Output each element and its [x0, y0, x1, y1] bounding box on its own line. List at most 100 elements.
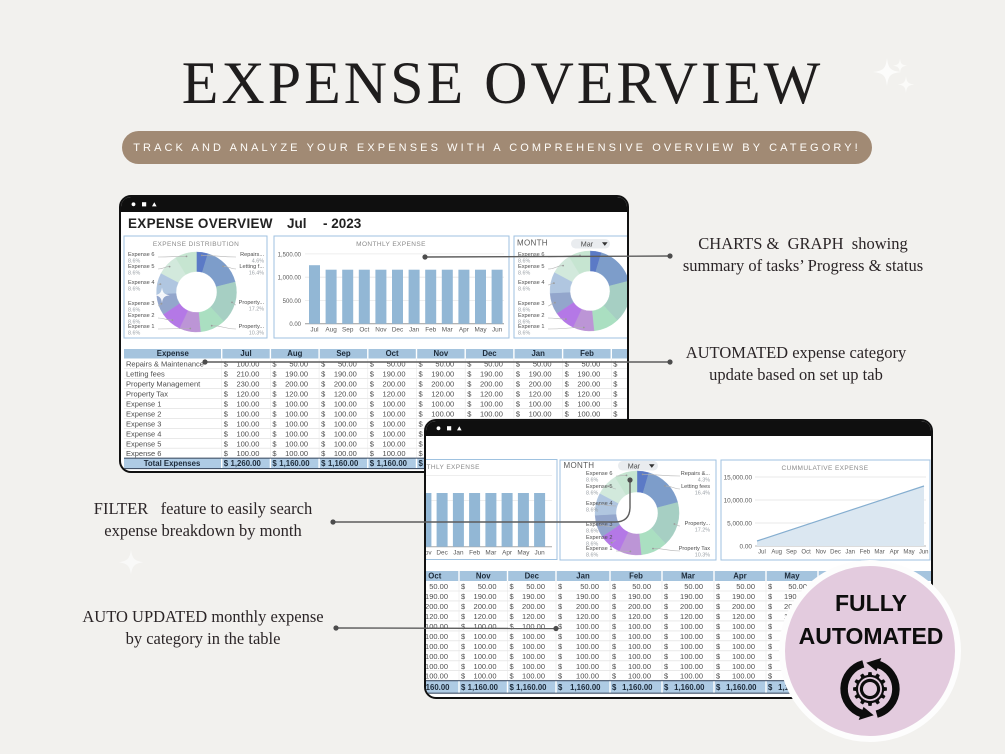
svg-text:200.00: 200.00: [628, 601, 651, 610]
svg-text:$: $: [664, 611, 669, 620]
svg-text:100.00: 100.00: [680, 641, 703, 650]
svg-text:$: $: [564, 389, 569, 398]
svg-text:Nov: Nov: [375, 326, 387, 333]
svg-text:50.00: 50.00: [477, 582, 496, 591]
svg-text:120.00: 120.00: [577, 389, 600, 398]
svg-text:Jan: Jan: [576, 571, 590, 580]
svg-text:$: $: [558, 582, 563, 591]
svg-text:$: $: [467, 409, 472, 418]
svg-text:$: $: [418, 389, 423, 398]
svg-text:$: $: [716, 592, 721, 601]
svg-text:100.00: 100.00: [522, 671, 545, 680]
svg-text:$: $: [716, 631, 721, 640]
svg-text:190.00: 190.00: [285, 369, 308, 378]
svg-text:$: $: [515, 379, 520, 388]
svg-text:8.6%: 8.6%: [586, 490, 598, 496]
svg-text:$: $: [369, 359, 374, 368]
svg-text:8.6%: 8.6%: [586, 507, 598, 513]
svg-text:Mar: Mar: [580, 239, 593, 248]
svg-text:100.00: 100.00: [628, 661, 651, 670]
svg-text:$: $: [223, 369, 228, 378]
svg-text:100.00: 100.00: [431, 399, 454, 408]
svg-text:$: $: [664, 582, 669, 591]
svg-text:$: $: [418, 429, 423, 438]
svg-text:$: $: [613, 359, 618, 368]
svg-text:1,160.00: 1,160.00: [674, 683, 705, 692]
svg-text:Feb: Feb: [425, 326, 436, 333]
svg-text:200.00: 200.00: [680, 601, 703, 610]
svg-text:100.00: 100.00: [680, 671, 703, 680]
svg-text:100.00: 100.00: [522, 661, 545, 670]
svg-text:Expense 2: Expense 2: [586, 535, 612, 541]
svg-text:$: $: [509, 683, 514, 692]
svg-text:190.00: 190.00: [732, 592, 755, 601]
svg-text:Aug: Aug: [771, 549, 782, 555]
svg-text:Dec: Dec: [391, 326, 403, 333]
svg-text:100.00: 100.00: [425, 661, 448, 670]
svg-text:0.00: 0.00: [289, 322, 301, 328]
svg-text:100.00: 100.00: [576, 671, 599, 680]
svg-text:120.00: 120.00: [285, 389, 308, 398]
svg-text:$: $: [558, 601, 563, 610]
svg-text:Expense 3: Expense 3: [128, 301, 154, 307]
svg-text:50.00: 50.00: [581, 359, 600, 368]
svg-text:$: $: [612, 631, 617, 640]
svg-text:Jan: Jan: [845, 549, 855, 555]
svg-text:Expense 5: Expense 5: [128, 264, 154, 270]
svg-text:$: $: [664, 683, 669, 692]
svg-text:5,000.00: 5,000.00: [727, 520, 752, 527]
svg-text:$: $: [509, 582, 514, 591]
svg-text:$: $: [369, 369, 374, 378]
svg-text:$: $: [509, 651, 514, 660]
svg-text:$: $: [768, 592, 773, 601]
svg-text:May: May: [517, 549, 530, 556]
svg-text:100.00: 100.00: [382, 439, 405, 448]
svg-text:Expense 1: Expense 1: [126, 399, 161, 408]
svg-text:$: $: [509, 671, 514, 680]
svg-text:100.00: 100.00: [528, 399, 551, 408]
svg-text:$: $: [223, 379, 228, 388]
svg-text:Expense 5: Expense 5: [518, 264, 544, 270]
svg-text:100.00: 100.00: [473, 661, 496, 670]
svg-text:Feb: Feb: [469, 549, 480, 556]
svg-text:100.00: 100.00: [285, 409, 308, 418]
svg-text:Repairs &...: Repairs &...: [680, 471, 710, 477]
svg-text:1,160.00: 1,160.00: [726, 683, 757, 692]
svg-text:100.00: 100.00: [425, 631, 448, 640]
svg-text:1,000.00: 1,000.00: [277, 275, 301, 281]
svg-text:Mar: Mar: [485, 549, 497, 556]
svg-text:120.00: 120.00: [425, 611, 448, 620]
svg-text:Aug: Aug: [325, 326, 337, 333]
svg-text:$: $: [321, 379, 326, 388]
svg-text:Oct: Oct: [428, 571, 441, 580]
svg-text:120.00: 120.00: [528, 389, 551, 398]
svg-text:$: $: [272, 409, 277, 418]
svg-text:100.00: 100.00: [680, 661, 703, 670]
svg-text:100.00: 100.00: [577, 399, 600, 408]
svg-text:$: $: [467, 389, 472, 398]
svg-text:$: $: [461, 651, 466, 660]
svg-text:100.00: 100.00: [522, 621, 545, 630]
svg-text:$: $: [768, 611, 773, 620]
svg-text:$: $: [558, 592, 563, 601]
svg-text:$: $: [272, 379, 277, 388]
svg-text:1,160.00: 1,160.00: [570, 683, 601, 692]
svg-text:Letting fees: Letting fees: [681, 484, 710, 490]
svg-text:$: $: [509, 621, 514, 630]
svg-text:Expense 6: Expense 6: [586, 471, 612, 477]
svg-text:Apr: Apr: [889, 549, 898, 555]
svg-text:15,000.00: 15,000.00: [723, 474, 752, 481]
svg-text:100.00: 100.00: [576, 651, 599, 660]
svg-text:1,160.00: 1,160.00: [279, 459, 310, 468]
svg-text:$: $: [418, 439, 423, 448]
svg-text:$: $: [664, 651, 669, 660]
svg-text:$: $: [716, 582, 721, 591]
svg-text:Jul: Jul: [310, 326, 318, 333]
svg-text:$: $: [564, 409, 569, 418]
svg-text:$: $: [564, 369, 569, 378]
svg-text:MONTH: MONTH: [563, 461, 594, 470]
svg-text:8.6%: 8.6%: [128, 330, 140, 336]
svg-text:$: $: [461, 641, 466, 650]
svg-text:100.00: 100.00: [528, 409, 551, 418]
svg-text:$: $: [418, 419, 423, 428]
